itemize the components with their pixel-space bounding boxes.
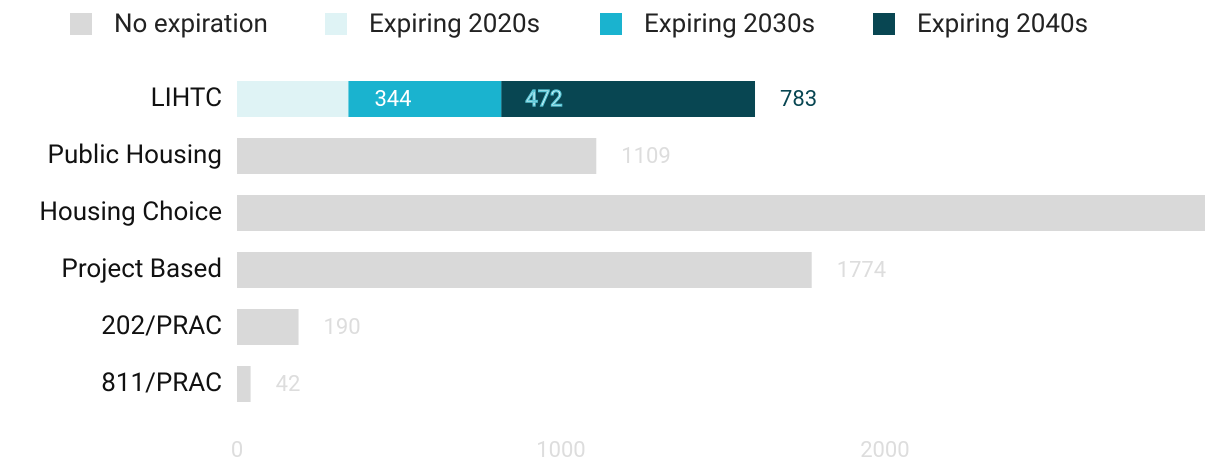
legend-swatch [873, 13, 895, 35]
category-label: Public Housing [48, 140, 222, 170]
category-label: Project Based [61, 254, 222, 284]
category-label: LIHTC [151, 83, 222, 113]
legend-label: No expiration [114, 9, 268, 39]
data-label: 783 [780, 87, 817, 112]
legend-swatch [325, 13, 347, 35]
bar-segment [237, 309, 299, 345]
legend-swatch [600, 13, 622, 35]
data-label: 1109 [621, 144, 670, 169]
bar-segment [237, 252, 812, 288]
bar-segment [237, 138, 597, 174]
x-tick-label: 2000 [860, 438, 909, 463]
data-label: 190 [324, 315, 361, 340]
x-tick-label: 1000 [536, 438, 585, 463]
data-label: 1774 [837, 258, 886, 283]
category-label: 811/PRAC [101, 368, 222, 398]
legend-label: Expiring 2020s [369, 9, 540, 39]
data-label: 472 [525, 87, 562, 112]
data-label: 344 [374, 87, 411, 112]
legend-swatch [70, 13, 92, 35]
x-tick-label: 0 [231, 438, 243, 463]
category-label: Housing Choice [39, 197, 222, 227]
bar-segment [237, 81, 349, 117]
plot-area [237, 81, 1205, 402]
bar-segment [237, 366, 251, 402]
data-label: 42 [276, 372, 301, 397]
legend-label: Expiring 2030s [644, 9, 815, 39]
bar-segment [348, 81, 502, 117]
category-label: 202/PRAC [101, 311, 222, 341]
legend-label: Expiring 2040s [917, 9, 1088, 39]
bar-segment [237, 195, 1205, 231]
bar-segment [501, 81, 756, 117]
